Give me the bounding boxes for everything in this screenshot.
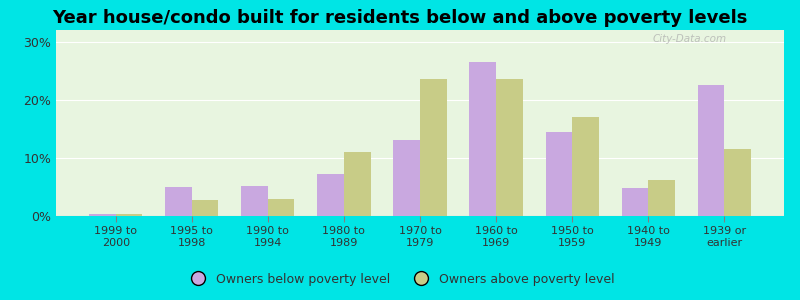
Bar <box>496 80 522 216</box>
Bar <box>394 140 420 216</box>
Bar <box>344 152 370 216</box>
Bar <box>192 200 218 216</box>
Text: City-Data.com: City-Data.com <box>653 34 727 44</box>
Bar <box>242 186 268 216</box>
Bar <box>470 62 496 216</box>
Bar <box>648 180 675 216</box>
Bar <box>318 174 344 216</box>
Bar <box>420 80 446 216</box>
Bar <box>698 85 724 216</box>
Legend: Owners below poverty level, Owners above poverty level: Owners below poverty level, Owners above… <box>181 268 619 291</box>
Bar <box>116 214 142 216</box>
Bar <box>572 117 598 216</box>
Bar <box>546 132 572 216</box>
Bar <box>89 214 116 216</box>
Bar <box>622 188 648 216</box>
Bar <box>165 187 192 216</box>
Text: Year house/condo built for residents below and above poverty levels: Year house/condo built for residents bel… <box>52 9 748 27</box>
Bar <box>724 149 751 216</box>
Bar <box>268 199 294 216</box>
